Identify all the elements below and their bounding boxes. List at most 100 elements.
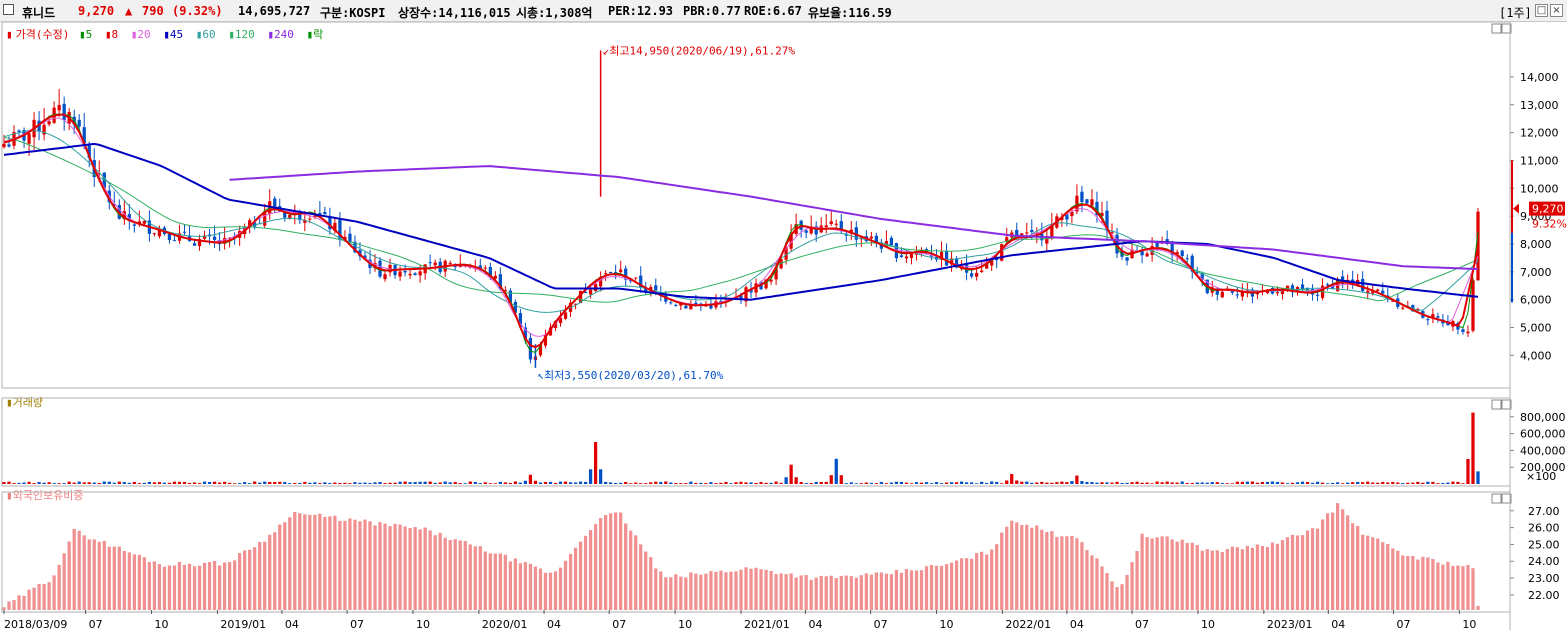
volume-bar: [1045, 482, 1049, 484]
close-icon[interactable]: ×: [1550, 4, 1563, 17]
price-candle: [1045, 236, 1049, 244]
foreign-bar: [283, 522, 287, 610]
stock-chart[interactable]: ↙최고14,950(2020/06/19),61.27% ↖최저3,550(202…: [0, 22, 1567, 630]
price-candle: [1005, 237, 1009, 242]
foreign-bar: [533, 566, 538, 610]
restore-icon[interactable]: □: [1535, 4, 1548, 17]
foreign-bar: [217, 565, 222, 610]
foreign-bar: [1020, 524, 1024, 610]
volume-bar: [729, 483, 733, 484]
foreign-panel-minimize-icon[interactable]: [1491, 493, 1502, 504]
foreign-bar: [1446, 561, 1450, 610]
foreign-bar: [784, 574, 788, 610]
volume-bar: [980, 481, 984, 484]
foreign-bar: [664, 577, 668, 610]
foreign-bar: [348, 518, 352, 610]
price-candle: [573, 303, 578, 305]
legend-ma-60[interactable]: ▮60: [195, 28, 216, 41]
volume-bar: [819, 481, 823, 484]
volume-bar: [1391, 481, 1395, 484]
price-candle: [1085, 199, 1089, 204]
foreign-bar: [238, 553, 242, 610]
foreign-bar: [72, 528, 76, 610]
volume-bar: [593, 442, 598, 484]
foreign-bar: [518, 563, 523, 610]
price-candle: [1035, 233, 1039, 235]
foreign-bar: [233, 560, 237, 610]
volume-bar: [212, 481, 217, 484]
foreign-bar: [1015, 522, 1019, 610]
price-ytick-label: 10,000: [1520, 182, 1559, 195]
price-candle: [308, 218, 312, 220]
foreign-bar: [679, 576, 683, 610]
price-candle: [739, 295, 743, 300]
volume-bar: [578, 481, 583, 484]
market-type: 구분:KOSPI: [320, 6, 386, 20]
volume-bar: [558, 481, 563, 484]
legend-ma-240[interactable]: ▮240: [267, 28, 294, 41]
price-candle: [654, 285, 658, 291]
price-panel-close-icon[interactable]: [1501, 23, 1512, 34]
foreign-bar: [253, 547, 257, 610]
volume-bar: [533, 480, 538, 484]
price-candle: [543, 334, 548, 346]
price-candle: [488, 266, 492, 277]
price-panel-minimize-icon[interactable]: [1491, 23, 1502, 34]
price-candle: [874, 235, 878, 244]
volume-bar: [784, 477, 788, 484]
period-selector[interactable]: [1주]: [1499, 6, 1532, 20]
foreign-bar: [975, 553, 979, 610]
select-checkbox[interactable]: [3, 4, 14, 15]
volume-bar: [553, 482, 558, 484]
price-candle: [318, 213, 322, 215]
foreign-bar: [1265, 547, 1270, 610]
volume-bar: [1000, 483, 1004, 484]
volume-bar: [27, 481, 31, 484]
volume-bar: [323, 482, 327, 484]
foreign-bar: [1270, 542, 1275, 610]
price-ytick-label: 5,000: [1520, 322, 1552, 335]
stock-name: 휴니드: [22, 6, 56, 20]
foreign-bar: [192, 566, 197, 610]
foreign-bar: [538, 568, 543, 610]
price-candle: [619, 269, 623, 273]
foreign-bar: [789, 573, 793, 610]
volume-panel-minimize-icon[interactable]: [1491, 399, 1502, 410]
volume-bar: [1245, 481, 1249, 484]
foreign-panel-close-icon[interactable]: [1501, 493, 1512, 504]
legend-extra[interactable]: ▮락: [306, 28, 324, 41]
price-candle: [1431, 314, 1435, 318]
volume-bar: [1185, 482, 1189, 484]
foreign-bar: [568, 553, 573, 610]
foreign-bar: [1190, 542, 1194, 610]
volume-bar: [583, 481, 588, 484]
price-candle: [1361, 278, 1365, 292]
foreign-bar: [248, 549, 252, 610]
volume-bar: [1030, 482, 1034, 484]
price-candle: [949, 258, 954, 265]
foreign-bar: [909, 570, 914, 610]
foreign-bar: [1471, 568, 1475, 610]
volume-bar: [859, 483, 863, 484]
foreign-bar: [338, 520, 342, 610]
foreign-bar: [12, 600, 16, 610]
price-candle: [814, 226, 818, 235]
volume-bar: [849, 482, 853, 484]
volume-bar: [1125, 482, 1129, 484]
legend-ma-8[interactable]: ▮8: [104, 28, 119, 41]
market-cap: 시총:1,308억: [516, 6, 593, 20]
foreign-bar: [1050, 531, 1054, 610]
volume-bar: [744, 482, 748, 484]
legend-ma-20[interactable]: ▮20: [130, 28, 151, 41]
volume-bar: [258, 482, 262, 484]
legend-ma-5[interactable]: ▮5: [78, 28, 93, 41]
price-candle: [1100, 212, 1104, 217]
volume-ytick-label: 400,000: [1520, 444, 1566, 457]
volume-panel-close-icon[interactable]: [1501, 399, 1512, 410]
x-tick-label: 10: [155, 618, 169, 630]
price-candle: [749, 289, 753, 293]
legend-ma-120[interactable]: ▮120: [228, 28, 255, 41]
volume-bar: [1406, 482, 1410, 484]
volume-bar: [142, 482, 147, 484]
legend-ma-45[interactable]: ▮45: [163, 28, 184, 41]
